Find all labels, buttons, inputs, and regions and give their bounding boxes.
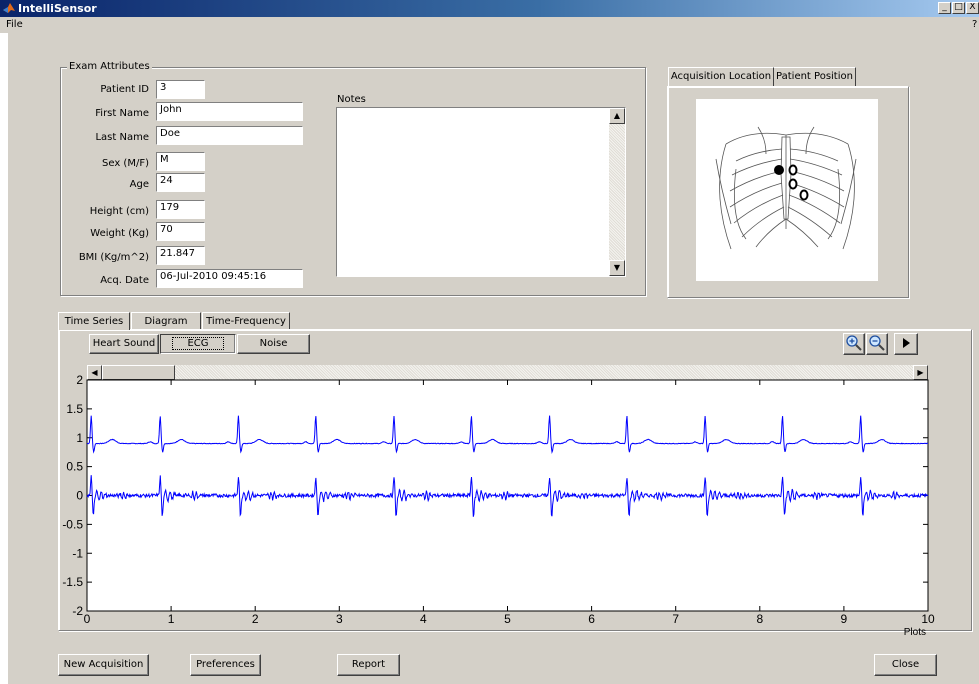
patient-id-label: Patient ID — [100, 84, 149, 95]
y-tick-label: 2 — [76, 373, 83, 387]
y-tick-label: -1.5 — [62, 575, 83, 589]
tab-patient-position[interactable]: Patient Position — [773, 67, 856, 86]
acquisition-location-panel — [667, 86, 909, 298]
chest-diagram — [696, 99, 878, 281]
zoom-out-icon — [869, 335, 885, 351]
ecg-plot[interactable]: 0 1 2 3 4 5 6 7 8 9 10 2 1.5 1 0.5 0 -0.5 -1 -1.5 -2 Plots — [55, 370, 945, 645]
y-tick-label: 1 — [76, 431, 83, 445]
y-tick-label: -2 — [72, 604, 83, 618]
x-tick-label: 7 — [672, 612, 679, 626]
sex-label: Sex (M/F) — [102, 158, 149, 169]
y-tick-label: -1 — [72, 546, 83, 560]
tab-noise[interactable]: Noise — [237, 334, 310, 354]
tab-diagram[interactable]: Diagram — [131, 312, 201, 330]
x-tick-label: 3 — [336, 612, 343, 626]
new-acquisition-button[interactable]: New Acquisition — [58, 654, 149, 676]
last-name-label: Last Name — [95, 132, 149, 143]
notes-scrollbar[interactable]: ▲ ▼ — [609, 108, 625, 276]
y-tick-label: 0.5 — [66, 460, 83, 474]
plot-scrollbar[interactable]: ◀ ▶ — [87, 365, 928, 380]
sensor-icon[interactable] — [788, 178, 798, 190]
sensor-icon[interactable] — [788, 164, 798, 176]
tab-time-frequency[interactable]: Time-Frequency — [202, 312, 290, 330]
zoom-in-button[interactable] — [843, 333, 865, 355]
menu-help[interactable]: ? — [972, 19, 978, 30]
close-window-button[interactable]: X — [966, 2, 979, 14]
x-tick-label: 0 — [84, 612, 91, 626]
sensor-active-icon[interactable] — [774, 165, 784, 175]
x-tick-label: 2 — [252, 612, 259, 626]
matlab-logo-icon — [3, 3, 15, 13]
weight-label: Weight (Kg) — [90, 228, 149, 239]
time-series-panel — [58, 329, 972, 631]
first-name-field[interactable]: John — [156, 102, 303, 121]
exam-attributes-legend: Exam Attributes — [67, 61, 152, 72]
x-tick-label: 4 — [420, 612, 427, 626]
height-field[interactable]: 179 — [156, 200, 205, 219]
signal-line-2 — [86, 475, 929, 517]
y-tick-label: 1.5 — [66, 402, 83, 416]
close-button[interactable]: Close — [874, 654, 937, 676]
patient-id-field[interactable]: 3 — [156, 80, 205, 99]
scroll-down-icon[interactable]: ▼ — [609, 260, 625, 276]
play-icon — [903, 338, 910, 348]
acq-date-field[interactable]: 06-Jul-2010 09:45:16 — [156, 269, 303, 288]
x-tick-label: 9 — [841, 612, 848, 626]
x-tick-label: 5 — [504, 612, 511, 626]
x-tick-label: 10 — [921, 612, 935, 626]
report-button[interactable]: Report — [337, 654, 400, 676]
age-field[interactable]: 24 — [156, 173, 205, 192]
window-title: IntelliSensor — [18, 2, 97, 15]
tab-acquisition-location[interactable]: Acquisition Location — [668, 67, 774, 86]
last-name-field[interactable]: Doe — [156, 126, 303, 145]
notes-textarea[interactable]: ▲ ▼ — [336, 107, 626, 277]
x-axis-label: Plots — [904, 627, 926, 638]
age-label: Age — [129, 179, 149, 190]
sensor-icon[interactable] — [799, 189, 809, 201]
menu-bar: File ? — [0, 17, 979, 33]
scroll-up-icon[interactable]: ▲ — [609, 108, 625, 124]
title-bar: IntelliSensor _ □ X — [0, 0, 979, 17]
tab-heart-sound[interactable]: Heart Sound — [89, 334, 159, 354]
minimize-button[interactable]: _ — [938, 2, 951, 14]
acq-date-label: Acq. Date — [100, 275, 149, 286]
bmi-field[interactable]: 21.847 — [156, 246, 205, 265]
bmi-label: BMI (Kg/m^2) — [78, 252, 149, 263]
tab-ecg[interactable]: ECG — [160, 334, 236, 354]
first-name-label: First Name — [95, 108, 149, 119]
notes-label: Notes — [337, 94, 366, 105]
exam-attributes-group: Exam Attributes — [60, 61, 646, 296]
maximize-button[interactable]: □ — [952, 2, 965, 14]
zoom-in-icon — [846, 335, 862, 351]
zoom-out-button[interactable] — [866, 333, 888, 355]
signal-line-1 — [87, 415, 929, 455]
x-tick-label: 8 — [756, 612, 763, 626]
height-label: Height (cm) — [89, 206, 149, 217]
y-tick-label: 0 — [76, 489, 83, 503]
x-tick-label: 6 — [588, 612, 595, 626]
y-tick-label: -0.5 — [62, 517, 83, 531]
weight-field[interactable]: 70 — [156, 222, 205, 241]
sex-field[interactable]: M — [156, 152, 205, 171]
play-button[interactable] — [894, 333, 918, 355]
tab-ecg-label: ECG — [172, 337, 224, 350]
x-tick-label: 1 — [168, 612, 175, 626]
menu-file[interactable]: File — [6, 19, 23, 30]
tab-time-series[interactable]: Time Series — [58, 312, 130, 330]
preferences-button[interactable]: Preferences — [190, 654, 261, 676]
